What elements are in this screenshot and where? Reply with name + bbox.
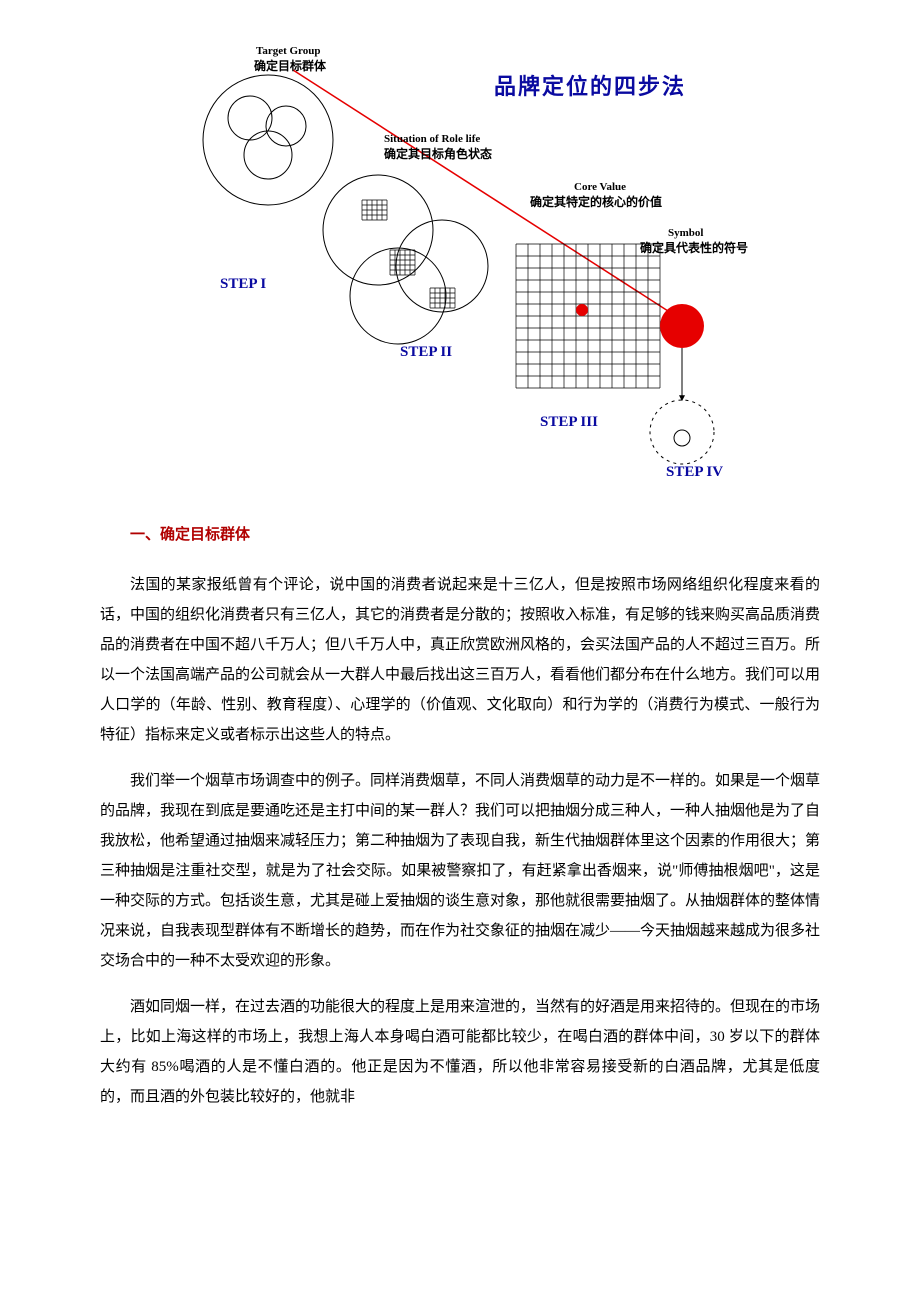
svg-text:确定目标群体: 确定目标群体 bbox=[254, 58, 327, 73]
svg-text:STEP III: STEP III bbox=[540, 414, 598, 430]
svg-text:Core Value: Core Value bbox=[574, 181, 626, 193]
svg-text:Situation of Role life: Situation of Role life bbox=[384, 133, 480, 145]
paragraph-2: 我们举一个烟草市场调查中的例子。同样消费烟草，不同人消费烟草的动力是不一样的。如… bbox=[100, 766, 820, 976]
section-heading-1: 一、确定目标群体 bbox=[100, 520, 820, 550]
paragraph-1: 法国的某家报纸曾有个评论，说中国的消费者说起来是十三亿人，但是按照市场网络组织化… bbox=[100, 570, 820, 750]
svg-text:确定其目标角色状态: 确定其目标角色状态 bbox=[384, 146, 492, 161]
diagram-svg: 品牌定位的四步法 Target Group确定目标群体 STEP I Situatio… bbox=[170, 40, 750, 480]
paragraph-3: 酒如同烟一样，在过去酒的功能很大的程度上是用来渲泄的，当然有的好酒是用来招待的。… bbox=[100, 992, 820, 1112]
svg-text:STEP IV: STEP IV bbox=[666, 464, 723, 480]
svg-text:品牌定位的四步法: 品牌定位的四步法 bbox=[494, 74, 686, 99]
svg-text:STEP I: STEP I bbox=[220, 276, 266, 292]
svg-text:确定具代表性的符号: 确定具代表性的符号 bbox=[640, 240, 748, 255]
brand-positioning-diagram: 品牌定位的四步法 Target Group确定目标群体 STEP I Situatio… bbox=[170, 40, 750, 480]
svg-text:Symbol: Symbol bbox=[668, 227, 703, 239]
svg-text:Target Group: Target Group bbox=[256, 45, 320, 57]
svg-text:STEP II: STEP II bbox=[400, 344, 452, 360]
svg-text:确定其特定的核心的价值: 确定其特定的核心的价值 bbox=[530, 194, 662, 209]
